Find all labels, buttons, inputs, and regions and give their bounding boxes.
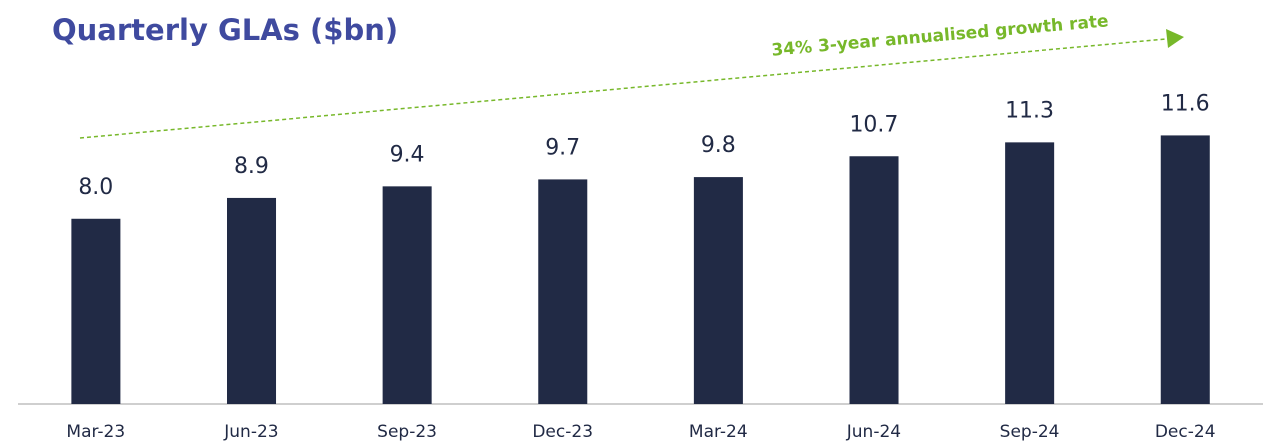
x-tick-label: Dec-24 [1155, 422, 1216, 442]
growth-annotation: 34% 3-year annualised growth rate [771, 11, 1110, 60]
trend-arrowhead [1166, 29, 1184, 48]
bar [1005, 142, 1055, 404]
bar [693, 177, 743, 404]
value-label: 11.6 [1161, 91, 1210, 116]
bar [538, 179, 588, 404]
bar [227, 197, 277, 404]
bar [382, 186, 432, 404]
value-label: 9.4 [390, 142, 425, 167]
value-label: 8.9 [234, 154, 269, 179]
x-tick-label: Sep-24 [1000, 422, 1060, 442]
trend-line [79, 38, 1167, 139]
value-label: 11.3 [1005, 98, 1054, 123]
value-label: 8.0 [78, 175, 113, 200]
bar [1160, 135, 1210, 404]
bar [849, 156, 899, 404]
bar [71, 218, 121, 404]
x-tick-label: Mar-23 [66, 422, 125, 442]
value-label: 9.7 [545, 135, 580, 160]
x-tick-label: Dec-23 [532, 422, 593, 442]
chart-title: Quarterly GLAs ($bn) [52, 13, 398, 47]
x-tick-label: Jun-23 [223, 422, 278, 442]
x-tick-label: Jun-24 [846, 422, 901, 442]
value-label: 10.7 [849, 112, 898, 137]
x-tick-label: Mar-24 [689, 422, 748, 442]
value-label: 9.8 [701, 133, 736, 158]
x-tick-label: Sep-23 [377, 422, 437, 442]
